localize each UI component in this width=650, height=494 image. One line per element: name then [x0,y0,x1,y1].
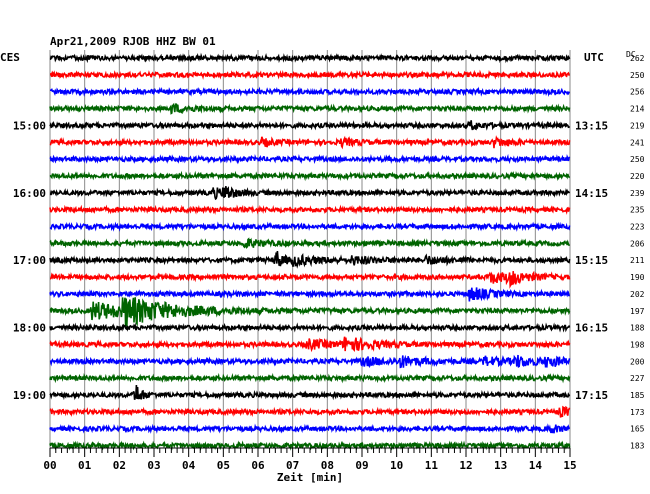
right-hour-label: 13:15 [575,119,608,132]
dc-value: 198 [630,340,645,349]
left-hour-labels: 15:00 16:00 17:00 18:00 19:00 [13,119,46,402]
trace-12 [49,237,570,250]
x-tick-label: 06 [251,459,265,472]
trace-13 [49,251,571,269]
chart-title: Apr21,2009 RJOB HHZ BW 01 [50,35,216,48]
dc-value: 250 [630,155,645,164]
left-hour-label: 18:00 [13,322,46,335]
trace-20 [49,372,571,384]
dc-value: 211 [630,256,645,265]
left-hour-label: 16:00 [13,187,46,200]
right-hour-label: 14:15 [575,187,608,200]
x-tick-label: 13 [494,459,507,472]
dc-value: 165 [630,425,645,434]
trace-23 [49,423,571,434]
right-timezone-label: UTC [584,51,604,64]
dc-value: 183 [630,442,645,451]
x-tick-label: 01 [78,459,92,472]
dc-value: 262 [630,54,645,63]
left-timezone-label: CES [0,51,20,64]
x-axis-label: Zeit [min] [277,471,343,484]
trace-7 [49,153,571,165]
dc-value: 214 [630,105,645,114]
trace-1 [49,52,571,64]
x-tick-label: 00 [43,459,56,472]
x-tick-label: 05 [217,459,230,472]
trace-6 [49,135,571,150]
x-tick-label: 07 [286,459,299,472]
dc-value: 239 [630,189,645,198]
x-tick-label: 08 [321,459,334,472]
x-tick-label: 11 [425,459,439,472]
trace-8 [49,170,571,182]
minute-gridlines [49,50,571,448]
x-tick-label: 09 [355,459,368,472]
dc-value: 227 [630,374,645,383]
left-hour-label: 17:00 [13,254,46,267]
trace-19 [49,354,571,369]
dc-value: 241 [630,138,645,147]
trace-9 [49,186,571,201]
dc-value: 250 [630,71,645,80]
trace-3 [50,86,571,97]
left-hour-label: 15:00 [13,119,46,132]
trace-18 [49,336,571,353]
left-hour-label: 19:00 [13,389,46,402]
trace-17 [49,322,571,333]
x-tick-label: 02 [113,459,126,472]
dc-column-label: DC [626,50,636,59]
dc-value: 173 [630,408,645,417]
dc-value: 219 [630,121,645,130]
trace-10 [49,204,571,215]
trace-24 [49,440,571,451]
right-hour-label: 16:15 [575,322,608,335]
dc-value: 235 [630,206,645,215]
x-tick-label: 14 [529,459,543,472]
right-hour-labels: 13:15 14:15 15:15 16:15 17:15 [575,119,608,402]
dc-value: 197 [630,307,645,316]
trace-2 [49,69,570,80]
trace-16 [49,297,571,327]
dc-value: 188 [630,324,645,333]
x-tick-label: 15 [563,459,576,472]
x-tick-label: 10 [390,459,403,472]
dc-value: 256 [630,88,645,97]
x-tick-label: 12 [459,459,472,472]
dc-values: 262 250 256 214 219 241 250 220 239 235 223 206 211 1… [630,54,645,451]
seismic-traces [49,52,571,451]
dc-value: 185 [630,391,645,400]
x-axis: 00 01 02 03 04 05 06 07 08 09 10 11 12 13 14 15 [43,447,577,472]
right-hour-label: 15:15 [575,254,608,267]
trace-21 [49,384,571,401]
trace-4 [49,102,571,115]
x-tick-label: 03 [147,459,160,472]
dc-value: 223 [630,223,645,232]
dc-value: 220 [630,172,645,181]
dc-value: 200 [630,357,645,366]
trace-15 [49,287,571,302]
dc-value: 206 [630,239,645,248]
dc-value: 202 [630,290,645,299]
trace-22 [49,405,571,418]
trace-11 [49,221,571,232]
right-hour-label: 17:15 [575,389,608,402]
trace-14 [49,270,571,289]
x-tick-label: 04 [182,459,196,472]
dc-value: 190 [630,273,645,282]
trace-5 [49,120,571,131]
